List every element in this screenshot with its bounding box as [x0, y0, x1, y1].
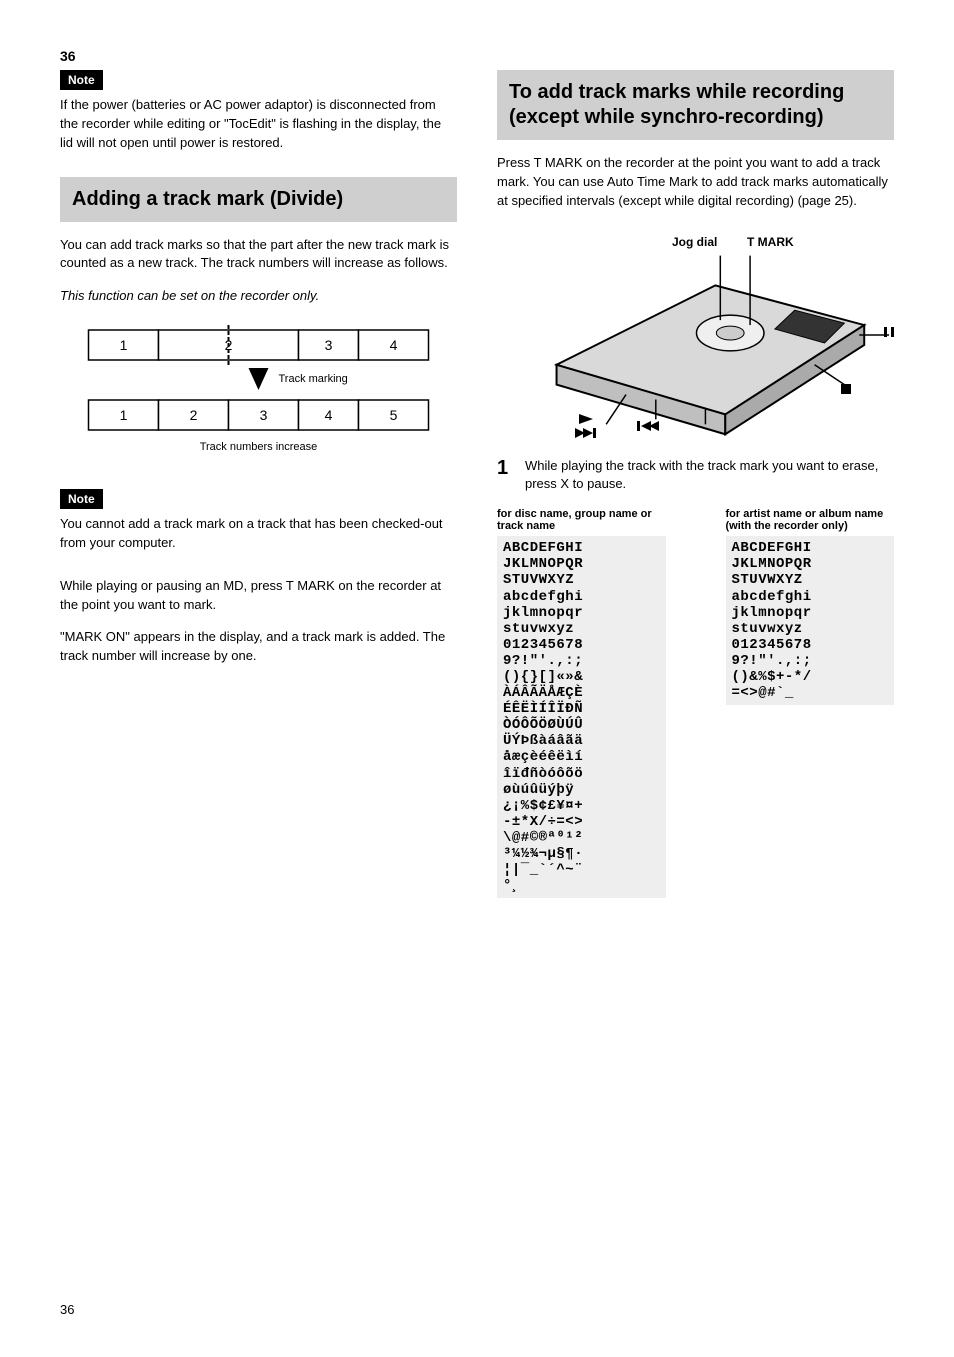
tn3t: 3 — [325, 337, 333, 353]
step-1: 1 While playing the track with the track… — [497, 457, 894, 495]
char-caption-left: for disc name, group name or track name — [497, 508, 666, 532]
left-column: Note If the power (batteries or AC power… — [60, 70, 457, 1317]
para-mark-on: "MARK ON" appears in the display, and a … — [60, 628, 457, 666]
play-ffwd-icon — [575, 413, 597, 442]
tn4t: 4 — [390, 337, 398, 353]
track-diagram: 1 2 3 4 Track marking 1 2 — [60, 320, 457, 475]
note-text-1: If the power (batteries or AC power adap… — [60, 96, 457, 153]
section-heading-divide: Adding a track mark (Divide) — [60, 177, 457, 222]
para-divide-intro: You can add track marks so that the part… — [60, 236, 457, 274]
svg-text:5: 5 — [390, 407, 398, 423]
note-text-2: You cannot add a track mark on a track t… — [60, 515, 457, 553]
step-1-text: While playing the track with the track m… — [525, 457, 894, 495]
content-columns: Note If the power (batteries or AC power… — [60, 70, 894, 1317]
arrow-down-icon — [249, 368, 269, 390]
svg-text:4: 4 — [325, 407, 333, 423]
fig-label-jog: Jog dial — [672, 235, 717, 249]
rew-icon — [637, 420, 659, 435]
char-caption-right: for artist name or album name (with the … — [726, 508, 895, 532]
device-figure: Jog dial T MARK — [497, 225, 894, 445]
page-number-bottom: 36 — [60, 1302, 74, 1317]
char-panel-right: ABCDEFGHI JKLMNOPQR STUVWXYZ abcdefghi j… — [726, 536, 895, 705]
fig-label-tmark: T MARK — [747, 235, 794, 249]
stop-icon — [840, 383, 852, 398]
svg-text:3: 3 — [260, 407, 268, 423]
pause-icon — [882, 325, 896, 342]
track-marking-caption: Track marking — [279, 373, 348, 385]
tn1: 1 — [120, 337, 128, 353]
svg-text:1: 1 — [120, 407, 128, 423]
note-label-2: Note — [60, 489, 103, 509]
char-panels: for disc name, group name or track name … — [497, 508, 894, 898]
page-number-top: 36 — [60, 48, 76, 64]
para-record-tmark: Press T MARK on the recorder at the poin… — [497, 154, 894, 211]
right-column: To add track marks while recording (exce… — [497, 70, 894, 1317]
svg-text:2: 2 — [190, 407, 198, 423]
step-1-number: 1 — [497, 457, 515, 480]
char-panel-left: ABCDEFGHI JKLMNOPQR STUVWXYZ abcdefghi j… — [497, 536, 666, 898]
note-label: Note — [60, 70, 103, 90]
para-press-tmark: While playing or pausing an MD, press T … — [60, 577, 457, 615]
track-diagram-footer: Track numbers increase — [200, 441, 318, 453]
para-refer: This function can be set on the recorder… — [60, 287, 457, 306]
refer-text: This function can be set on the recorder… — [60, 288, 319, 303]
section-heading-record: To add track marks while recording (exce… — [497, 70, 894, 140]
